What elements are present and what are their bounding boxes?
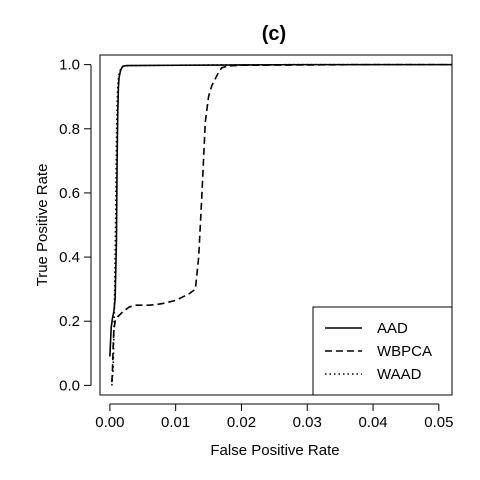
y-axis: 0.0 0.2 0.4 0.6 0.8 1.0 xyxy=(59,57,92,394)
y-tick-label: 0.2 xyxy=(59,313,80,330)
chart-title: (c) xyxy=(262,23,286,45)
series-line-wbpca xyxy=(111,63,452,383)
series-curves xyxy=(109,63,452,386)
y-tick-label: 0.6 xyxy=(59,185,80,202)
x-axis: 0.00 0.01 0.02 0.03 0.04 0.05 xyxy=(95,403,453,431)
x-tick-label: 0.01 xyxy=(161,414,190,431)
x-tick-label: 0.03 xyxy=(293,414,322,431)
y-tick-label: 0.0 xyxy=(59,377,80,394)
legend-label-waad: WAAD xyxy=(377,366,422,383)
y-tick-label: 0.4 xyxy=(59,249,80,266)
y-axis-label: True Positive Rate xyxy=(34,164,51,287)
x-tick-label: 0.02 xyxy=(227,414,256,431)
x-tick-label: 0.00 xyxy=(95,414,124,431)
series-line-waad xyxy=(111,63,452,386)
y-tick-label: 0.8 xyxy=(59,121,80,138)
legend-label-aad: AAD xyxy=(377,320,408,337)
plot-frame xyxy=(99,54,453,396)
legend-label-wbpca: WBPCA xyxy=(377,343,432,360)
x-tick-label: 0.04 xyxy=(358,414,387,431)
y-tick-label: 1.0 xyxy=(59,57,80,74)
x-tick-label: 0.05 xyxy=(424,414,453,431)
x-axis-label: False Positive Rate xyxy=(210,442,339,459)
legend: AAD WBPCA WAAD xyxy=(312,306,453,396)
